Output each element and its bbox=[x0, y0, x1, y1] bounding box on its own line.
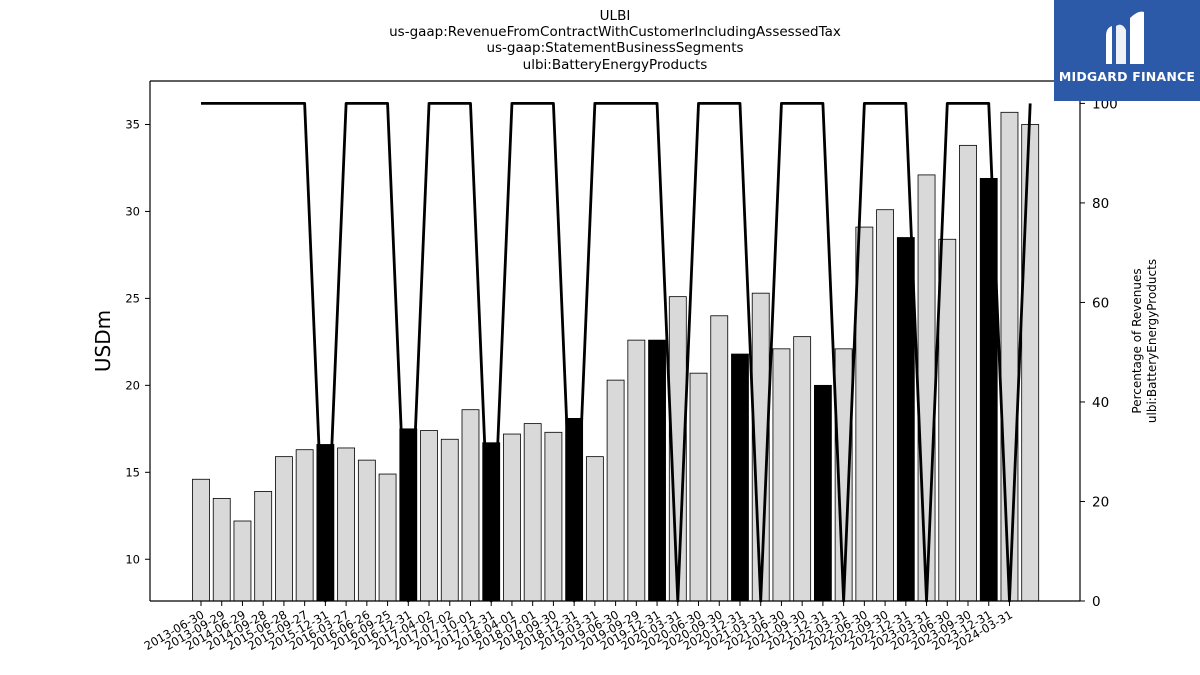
bar-2 bbox=[212, 497, 231, 602]
y2-tick-label-40: 40 bbox=[1092, 395, 1109, 411]
chart-title-line-4: ulbi:BatteryEnergyProducts bbox=[522, 57, 708, 73]
y-tick-label-35: 35 bbox=[125, 117, 140, 131]
bar-9 bbox=[357, 459, 376, 602]
bar-6 bbox=[295, 449, 314, 602]
y2-tick-label-60: 60 bbox=[1092, 295, 1109, 311]
bar-17 bbox=[523, 423, 542, 602]
percentage-line bbox=[201, 101, 1032, 603]
bar-21 bbox=[606, 379, 625, 602]
bar-37 bbox=[938, 238, 957, 602]
chart-title-line-1: ULBI bbox=[599, 8, 631, 24]
bar-35 bbox=[896, 237, 915, 602]
bar-33 bbox=[855, 226, 874, 602]
y2-tick-label-0: 0 bbox=[1092, 594, 1101, 610]
bar-5 bbox=[275, 456, 293, 602]
y2-axis-label-line-2: ulbi:BatteryEnergyProducts bbox=[1145, 259, 1159, 423]
bar-16 bbox=[503, 433, 521, 602]
y2-tick-label-80: 80 bbox=[1092, 196, 1109, 212]
bar-8 bbox=[337, 447, 356, 602]
bar-34 bbox=[876, 209, 894, 602]
bar-29 bbox=[772, 348, 791, 602]
bar-26 bbox=[710, 315, 729, 602]
bar-38 bbox=[959, 144, 977, 602]
y-tick-label-20: 20 bbox=[125, 378, 140, 392]
y-tick-label-25: 25 bbox=[125, 291, 140, 305]
bar-30 bbox=[793, 336, 812, 602]
bar-40 bbox=[1000, 111, 1019, 602]
bar-27 bbox=[731, 353, 749, 602]
bar-25 bbox=[689, 372, 708, 602]
bar-23 bbox=[648, 339, 666, 602]
bar-41 bbox=[1021, 124, 1040, 602]
bar-13 bbox=[440, 438, 459, 602]
brand-logo: MIDGARD FINANCE bbox=[1054, 0, 1200, 101]
bar-4 bbox=[254, 491, 273, 602]
chart-title-line-2: us-gaap:RevenueFromContractWithCustomerI… bbox=[389, 24, 841, 40]
bar-31 bbox=[814, 384, 832, 602]
logo-text: MIDGARD FINANCE bbox=[1058, 69, 1196, 84]
bar-10 bbox=[378, 473, 397, 602]
y-tick-label-30: 30 bbox=[125, 204, 140, 218]
bar-14 bbox=[461, 409, 480, 602]
bar-12 bbox=[420, 430, 438, 602]
bar-3 bbox=[233, 520, 252, 602]
midgard-logo-icon bbox=[1106, 11, 1144, 65]
chart-title-line-3: us-gaap:StatementBusinessSegments bbox=[486, 40, 744, 56]
y2-axis-label-line-1: Percentage of Revenues bbox=[1130, 268, 1144, 413]
bar-18 bbox=[544, 431, 563, 602]
y-tick-label-10: 10 bbox=[125, 552, 140, 566]
bar-22 bbox=[627, 339, 646, 602]
bar-1 bbox=[192, 478, 210, 602]
y2-tick-label-20: 20 bbox=[1092, 494, 1109, 510]
y-axis-label: USDm bbox=[91, 310, 115, 372]
y-tick-label-15: 15 bbox=[125, 465, 140, 479]
bar-36 bbox=[917, 174, 936, 602]
bar-20 bbox=[585, 456, 604, 602]
